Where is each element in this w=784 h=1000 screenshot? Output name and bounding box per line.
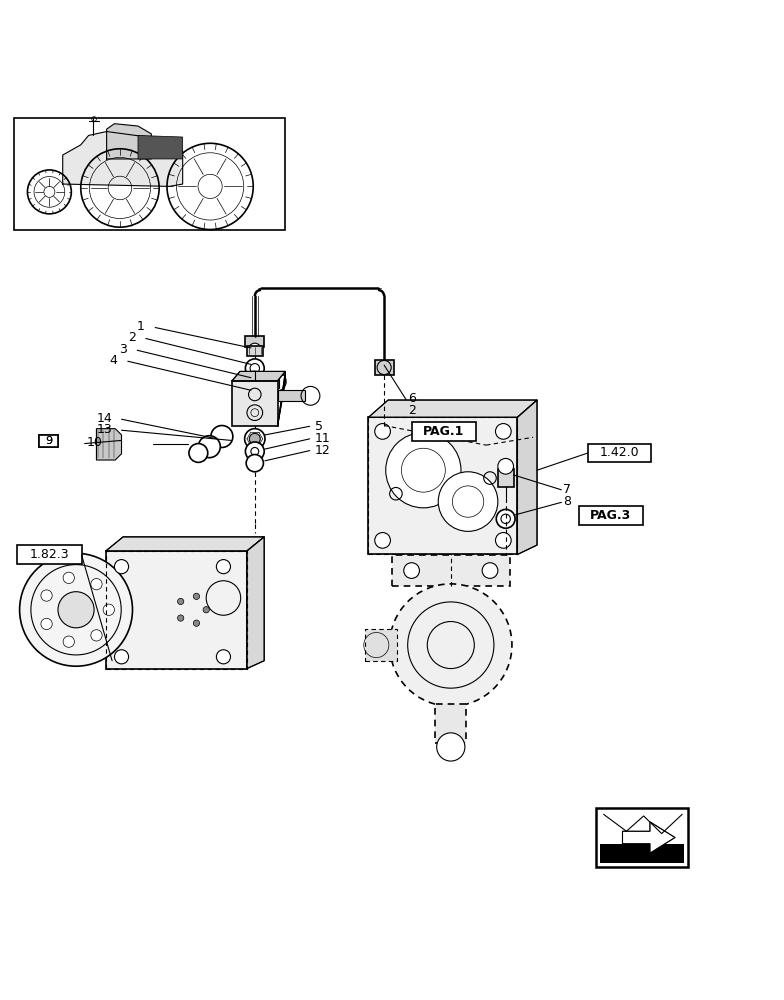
Bar bbox=[498, 469, 514, 487]
Bar bbox=[278, 390, 305, 401]
Bar bbox=[106, 551, 247, 669]
Circle shape bbox=[245, 359, 264, 378]
Circle shape bbox=[20, 553, 132, 666]
Polygon shape bbox=[63, 132, 183, 186]
Polygon shape bbox=[247, 537, 264, 669]
Bar bbox=[232, 381, 278, 426]
Bar bbox=[106, 551, 247, 669]
Circle shape bbox=[198, 436, 220, 458]
Text: 14: 14 bbox=[96, 412, 112, 425]
Polygon shape bbox=[622, 822, 675, 853]
Text: PAG.1: PAG.1 bbox=[423, 425, 464, 438]
Polygon shape bbox=[107, 124, 151, 159]
Circle shape bbox=[375, 424, 390, 439]
Text: 2: 2 bbox=[129, 331, 136, 344]
Circle shape bbox=[482, 563, 498, 578]
Circle shape bbox=[495, 424, 511, 439]
Circle shape bbox=[114, 560, 129, 574]
Circle shape bbox=[245, 371, 265, 392]
Text: 9: 9 bbox=[45, 436, 53, 446]
Text: 1: 1 bbox=[137, 320, 145, 333]
Text: 11: 11 bbox=[315, 432, 331, 445]
Bar bbox=[265, 375, 279, 388]
Circle shape bbox=[437, 733, 465, 761]
Text: 9: 9 bbox=[45, 436, 53, 446]
Polygon shape bbox=[278, 371, 285, 426]
Circle shape bbox=[246, 455, 263, 472]
Bar bbox=[596, 808, 688, 867]
Bar bbox=[17, 545, 82, 564]
Circle shape bbox=[245, 429, 265, 449]
Bar bbox=[579, 506, 643, 525]
Polygon shape bbox=[604, 812, 682, 834]
Bar bbox=[14, 118, 285, 230]
Text: 6: 6 bbox=[408, 392, 416, 405]
Circle shape bbox=[375, 533, 390, 548]
Circle shape bbox=[249, 433, 260, 444]
Circle shape bbox=[177, 615, 183, 621]
Circle shape bbox=[390, 584, 512, 706]
Bar bbox=[365, 629, 397, 661]
Circle shape bbox=[114, 650, 129, 664]
Text: 2: 2 bbox=[408, 404, 416, 417]
Circle shape bbox=[495, 533, 511, 548]
Text: 5: 5 bbox=[315, 420, 323, 433]
Text: 8: 8 bbox=[563, 495, 571, 508]
Text: PAG.3: PAG.3 bbox=[590, 509, 631, 522]
Polygon shape bbox=[368, 400, 537, 417]
Text: 12: 12 bbox=[315, 444, 331, 457]
Bar bbox=[245, 336, 264, 347]
Bar bbox=[247, 346, 263, 356]
Bar bbox=[39, 435, 58, 447]
Bar bbox=[368, 417, 517, 554]
Circle shape bbox=[404, 563, 419, 578]
Bar bbox=[368, 417, 517, 554]
Circle shape bbox=[194, 620, 200, 626]
Bar bbox=[412, 422, 476, 441]
Text: 7: 7 bbox=[563, 483, 571, 496]
Circle shape bbox=[245, 442, 264, 461]
Polygon shape bbox=[232, 371, 285, 381]
Polygon shape bbox=[106, 537, 264, 551]
Text: 3: 3 bbox=[119, 343, 127, 356]
Circle shape bbox=[203, 607, 209, 613]
Circle shape bbox=[91, 630, 102, 641]
Circle shape bbox=[245, 384, 265, 404]
Circle shape bbox=[498, 458, 514, 474]
Circle shape bbox=[216, 560, 230, 574]
Circle shape bbox=[64, 636, 74, 647]
Circle shape bbox=[103, 604, 114, 615]
Polygon shape bbox=[138, 135, 183, 159]
Polygon shape bbox=[600, 844, 684, 863]
Circle shape bbox=[216, 650, 230, 664]
Bar bbox=[392, 555, 510, 586]
Circle shape bbox=[41, 590, 53, 601]
Circle shape bbox=[386, 433, 461, 508]
Circle shape bbox=[194, 593, 200, 599]
Bar bbox=[435, 704, 466, 743]
Text: 13: 13 bbox=[96, 423, 112, 436]
Bar bbox=[39, 435, 58, 447]
Bar bbox=[375, 360, 394, 375]
Circle shape bbox=[438, 472, 498, 531]
Polygon shape bbox=[517, 400, 537, 554]
Circle shape bbox=[211, 426, 233, 447]
Text: 1.42.0: 1.42.0 bbox=[600, 446, 639, 459]
Text: 4: 4 bbox=[110, 354, 118, 367]
Circle shape bbox=[249, 343, 261, 356]
Circle shape bbox=[91, 579, 102, 590]
Circle shape bbox=[64, 572, 74, 583]
Circle shape bbox=[177, 598, 183, 605]
Text: 10: 10 bbox=[86, 436, 102, 449]
Bar bbox=[588, 444, 651, 462]
Circle shape bbox=[58, 592, 94, 628]
Circle shape bbox=[189, 444, 208, 462]
Circle shape bbox=[496, 509, 515, 528]
Text: 1.82.3: 1.82.3 bbox=[30, 548, 69, 561]
Polygon shape bbox=[96, 429, 122, 460]
Circle shape bbox=[41, 618, 53, 630]
